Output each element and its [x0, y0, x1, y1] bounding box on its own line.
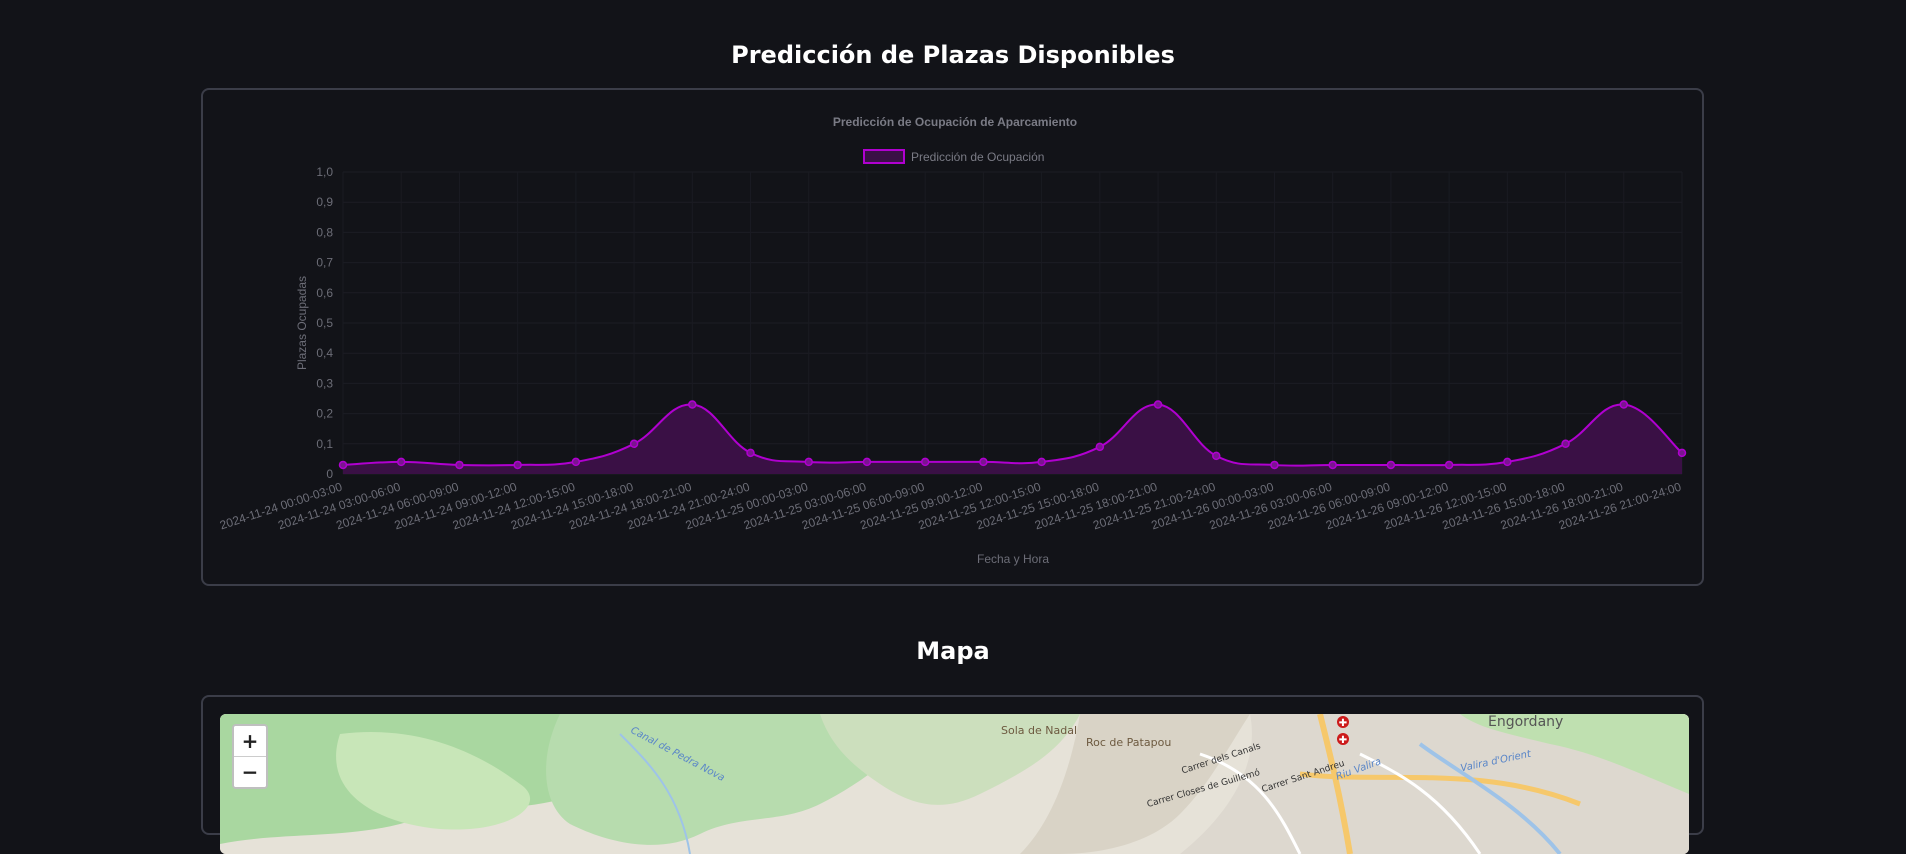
data-point[interactable]	[1619, 400, 1629, 409]
y-tick-label: 0,8	[316, 225, 333, 239]
y-tick-label: 0,4	[316, 346, 333, 360]
data-point[interactable]	[1153, 400, 1163, 409]
map-tiles: ✚ ✚	[220, 714, 1689, 854]
data-point[interactable]	[920, 457, 930, 467]
y-tick-label: 0,6	[316, 286, 333, 300]
y-tick-label: 0,2	[316, 407, 333, 421]
y-tick-label: 0	[326, 467, 333, 481]
map-label-roc-de-patapou: Roc de Patapou	[1086, 736, 1172, 749]
data-point[interactable]	[338, 460, 348, 470]
data-point[interactable]	[979, 457, 988, 467]
occupancy-chart: Predicción de Ocupación de Aparcamiento …	[218, 115, 1687, 566]
svg-text:✚: ✚	[1339, 718, 1347, 729]
y-tick-label: 1,0	[316, 165, 333, 179]
y-axis-label: Plazas Ocupadas	[295, 276, 309, 370]
data-point[interactable]	[862, 457, 872, 467]
y-tick-label: 0,5	[316, 316, 333, 330]
series-area	[343, 404, 1682, 474]
data-point[interactable]	[455, 460, 464, 470]
y-tick-label: 0,9	[316, 195, 333, 209]
x-axis-label: Fecha y Hora	[977, 552, 1049, 566]
data-point[interactable]	[571, 457, 581, 467]
chart-legend[interactable]: Predicción de Ocupación	[863, 149, 1044, 164]
map-label-engordany: Engordany	[1488, 714, 1564, 730]
data-point[interactable]	[1444, 460, 1454, 470]
data-point[interactable]	[1503, 457, 1512, 467]
map-label-sola-de-nadal: Sola de Nadal	[1001, 724, 1078, 737]
data-point[interactable]	[513, 460, 522, 470]
chart-title: Predicción de Ocupación de Aparcamiento	[833, 115, 1077, 129]
y-tick-label: 0,3	[316, 376, 333, 390]
data-point[interactable]	[1386, 460, 1396, 470]
zoom-control: + −	[232, 724, 268, 789]
map-title: Mapa	[916, 637, 990, 665]
map-view[interactable]: ✚ ✚ Sola de Nadal Roc de Patapou Engorda…	[220, 714, 1689, 854]
svg-text:✚: ✚	[1339, 735, 1347, 746]
data-point[interactable]	[1561, 439, 1570, 449]
data-point[interactable]	[1095, 442, 1105, 452]
zoom-in-button[interactable]: +	[234, 726, 266, 756]
y-tick-label: 0,7	[316, 256, 333, 270]
data-point[interactable]	[396, 457, 406, 467]
legend-label: Predicción de Ocupación	[911, 150, 1044, 164]
data-point[interactable]	[746, 448, 755, 458]
data-point[interactable]	[1328, 460, 1337, 470]
chart-card: Predicción de Ocupación de Aparcamiento …	[201, 88, 1704, 586]
data-point[interactable]	[1037, 457, 1046, 467]
map-card: ✚ ✚ Sola de Nadal Roc de Patapou Engorda…	[201, 695, 1704, 854]
page-title: Predicción de Plazas Disponibles	[731, 41, 1175, 69]
data-point[interactable]	[629, 439, 639, 449]
data-point[interactable]	[1212, 451, 1221, 461]
data-point[interactable]	[1270, 460, 1279, 470]
legend-swatch	[863, 149, 905, 164]
data-point[interactable]	[804, 457, 813, 467]
data-point[interactable]	[1677, 448, 1687, 458]
y-tick-label: 0,1	[316, 437, 333, 451]
zoom-out-button[interactable]: −	[234, 756, 266, 787]
data-point[interactable]	[688, 400, 697, 409]
